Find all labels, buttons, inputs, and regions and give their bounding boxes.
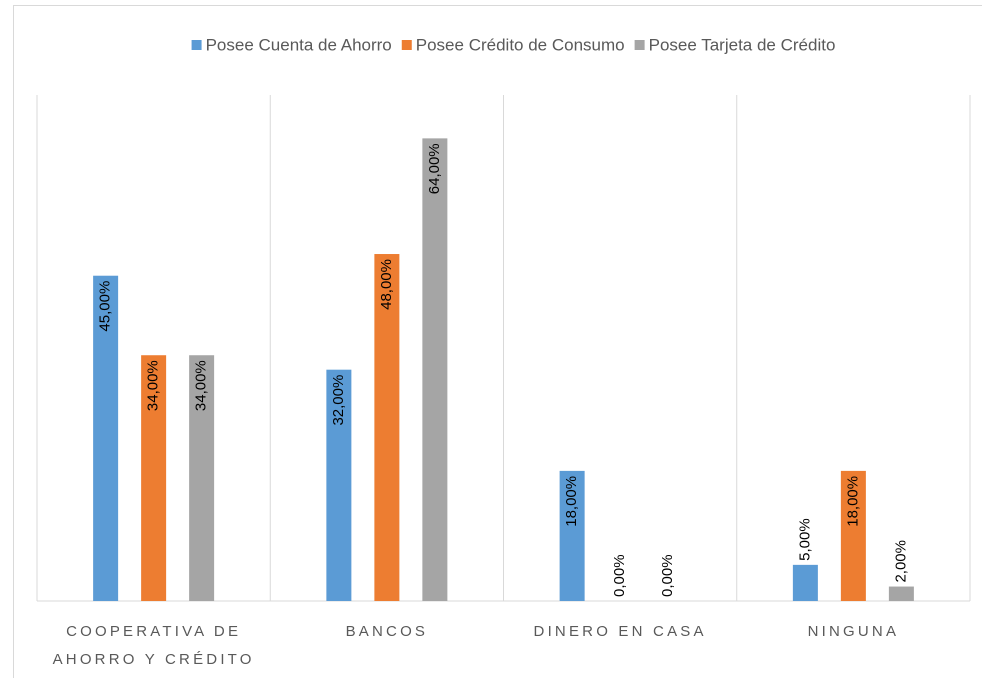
chart-frame bbox=[13, 5, 982, 678]
bar bbox=[189, 355, 215, 601]
data-label: 64,00% bbox=[426, 143, 443, 194]
bar bbox=[93, 275, 119, 601]
data-label: 34,00% bbox=[145, 360, 162, 411]
bar bbox=[326, 369, 352, 601]
data-label: 18,00% bbox=[563, 476, 580, 527]
legend-swatch bbox=[401, 40, 412, 50]
data-label: 45,00% bbox=[97, 281, 114, 332]
data-label: 0,00% bbox=[659, 554, 676, 597]
bar bbox=[888, 586, 914, 601]
legend-label: Posee Crédito de Consumo bbox=[416, 35, 625, 54]
legend-swatch bbox=[191, 40, 202, 50]
x-tick-label: NINGUNA bbox=[807, 623, 900, 640]
data-label: 5,00% bbox=[796, 518, 813, 561]
data-label: 2,00% bbox=[892, 540, 909, 583]
bar bbox=[840, 470, 866, 601]
bar bbox=[792, 564, 818, 601]
x-tick-label: BANCOS bbox=[345, 623, 429, 640]
data-label: 0,00% bbox=[611, 554, 628, 597]
bar bbox=[422, 138, 448, 601]
data-label: 18,00% bbox=[844, 476, 861, 527]
x-tick-label: DINERO EN CASA bbox=[533, 623, 707, 640]
legend-swatch bbox=[634, 40, 645, 50]
legend-label: Posee Tarjeta de Crédito bbox=[649, 35, 836, 54]
data-label: 48,00% bbox=[378, 259, 395, 310]
data-label: 32,00% bbox=[330, 375, 347, 426]
bar bbox=[374, 254, 400, 601]
legend-label: Posee Cuenta de Ahorro bbox=[206, 35, 392, 54]
data-label: 34,00% bbox=[193, 360, 210, 411]
bar bbox=[559, 470, 585, 601]
bar bbox=[141, 355, 167, 601]
x-tick-label: COOPERATIVA DE AHORRO Y CRÉDITO bbox=[52, 623, 255, 668]
